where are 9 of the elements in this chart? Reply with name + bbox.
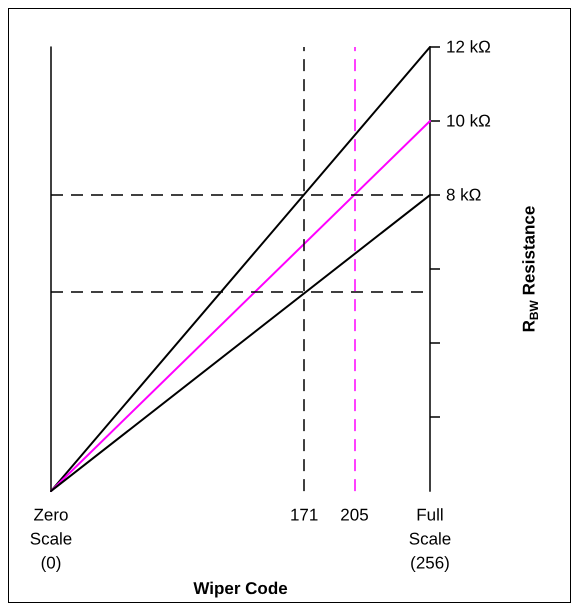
x-tick-label: 171 [290, 506, 318, 525]
y-tick-label: 10 kΩ [446, 112, 491, 131]
x-tick-label: Zero Scale (0) [30, 506, 72, 573]
y-tick-label: 8 kΩ [446, 186, 482, 205]
y-tick-label: 12 kΩ [446, 38, 491, 56]
x-tick-label: Full Scale (256) [408, 506, 452, 573]
x-tick-label: 205 [340, 506, 369, 525]
x-axis-title: Wiper Code [193, 579, 288, 598]
y-axis-title: RBW Resistance [520, 206, 541, 332]
